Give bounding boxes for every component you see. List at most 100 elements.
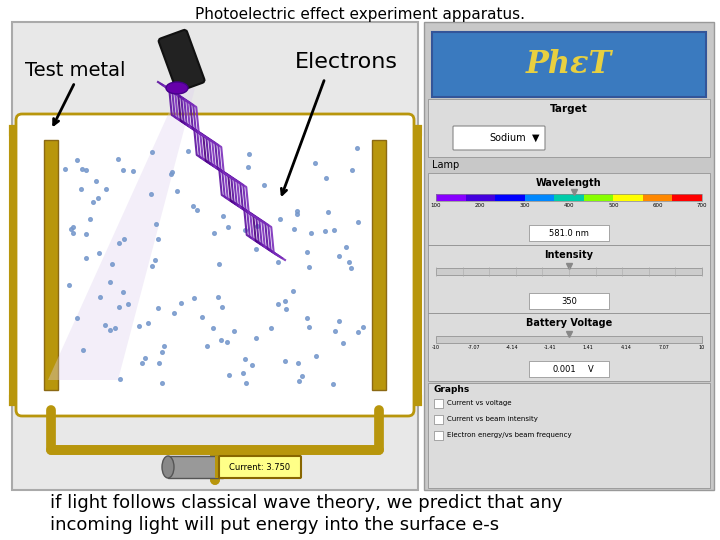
FancyBboxPatch shape — [16, 114, 414, 416]
Point — [228, 327, 239, 335]
Point — [343, 258, 354, 266]
Text: Current: 3.750: Current: 3.750 — [230, 462, 291, 471]
Text: -7.07: -7.07 — [468, 345, 480, 350]
Point — [100, 185, 112, 193]
Point — [310, 352, 322, 361]
Point — [352, 218, 364, 227]
Text: PhεT: PhεT — [526, 49, 612, 80]
Point — [333, 252, 345, 261]
Point — [153, 358, 164, 367]
Point — [238, 368, 249, 377]
Point — [196, 312, 207, 321]
Point — [287, 286, 299, 295]
Text: 581.0 nm: 581.0 nm — [549, 228, 589, 238]
Point — [214, 260, 225, 269]
Point — [272, 299, 284, 308]
Point — [327, 380, 338, 388]
Bar — [428, 313, 710, 381]
Point — [113, 303, 125, 312]
Point — [81, 229, 92, 238]
Text: -1.41: -1.41 — [544, 345, 557, 350]
Point — [114, 375, 125, 383]
Bar — [434, 415, 443, 424]
Point — [133, 322, 145, 331]
Point — [301, 247, 312, 256]
Point — [216, 302, 228, 311]
Bar — [672, 194, 702, 201]
Bar — [434, 399, 443, 408]
Point — [338, 339, 349, 347]
Point — [303, 322, 315, 331]
Point — [217, 212, 228, 221]
Point — [328, 226, 340, 234]
Point — [182, 147, 194, 156]
Point — [104, 326, 116, 335]
Text: Electron energy/vs beam frequency: Electron energy/vs beam frequency — [447, 432, 572, 438]
Text: Photoelectric effect experiment apparatus.: Photoelectric effect experiment apparatu… — [195, 7, 525, 22]
Point — [152, 235, 163, 244]
Point — [166, 170, 177, 179]
Point — [156, 379, 168, 387]
Text: Battery Voltage: Battery Voltage — [526, 318, 612, 328]
Point — [222, 222, 234, 231]
Bar — [428, 99, 710, 157]
Point — [320, 174, 332, 183]
Point — [166, 168, 178, 177]
Text: 0.001: 0.001 — [552, 364, 576, 374]
Point — [239, 354, 251, 363]
Bar — [584, 194, 613, 201]
Text: Electrons: Electrons — [295, 52, 398, 72]
Point — [272, 258, 284, 267]
Bar — [44, 140, 58, 390]
Point — [346, 263, 357, 272]
Point — [145, 147, 157, 156]
Bar — [436, 268, 702, 275]
Point — [251, 244, 262, 253]
Point — [156, 348, 168, 356]
Text: Lamp: Lamp — [432, 160, 459, 170]
Bar — [529, 361, 609, 377]
Point — [114, 239, 125, 247]
Text: 500: 500 — [608, 203, 618, 208]
Text: -10: -10 — [432, 345, 440, 350]
Point — [146, 261, 158, 270]
Bar — [436, 336, 702, 343]
Text: 300: 300 — [519, 203, 530, 208]
Point — [292, 206, 303, 215]
Point — [176, 299, 187, 307]
Point — [76, 165, 88, 174]
Bar — [495, 194, 525, 201]
Point — [168, 308, 180, 317]
Point — [303, 262, 315, 271]
Text: 100: 100 — [431, 203, 441, 208]
Point — [322, 207, 333, 216]
Point — [71, 156, 83, 165]
FancyBboxPatch shape — [219, 456, 301, 478]
Text: 600: 600 — [652, 203, 663, 208]
Point — [274, 214, 286, 223]
Point — [243, 150, 255, 158]
Point — [346, 166, 358, 174]
Point — [320, 227, 331, 235]
Point — [127, 166, 138, 175]
Point — [305, 229, 317, 238]
Point — [208, 229, 220, 238]
Bar — [428, 245, 710, 313]
Ellipse shape — [166, 82, 188, 94]
Point — [92, 193, 104, 202]
Bar — [428, 173, 710, 245]
Point — [77, 346, 89, 355]
Text: if light follows classical wave theory, we predict that any: if light follows classical wave theory, … — [50, 494, 562, 512]
Bar — [436, 194, 702, 201]
Text: 400: 400 — [564, 203, 575, 208]
Bar — [428, 383, 710, 488]
Point — [150, 256, 161, 265]
Text: Current vs beam intensity: Current vs beam intensity — [447, 416, 538, 422]
FancyBboxPatch shape — [158, 30, 204, 91]
Point — [104, 278, 116, 287]
Bar — [613, 194, 643, 201]
Text: 350: 350 — [561, 296, 577, 306]
Point — [109, 323, 120, 332]
Point — [289, 224, 300, 233]
Point — [293, 377, 305, 386]
